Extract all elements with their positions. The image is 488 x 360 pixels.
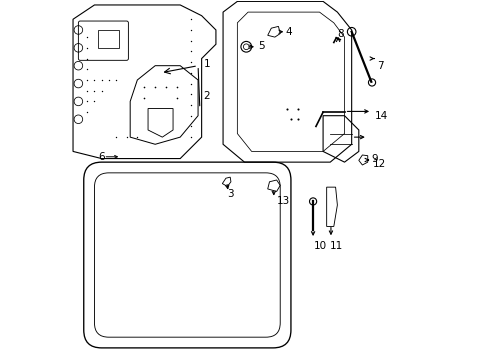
Text: 3: 3 (226, 189, 233, 199)
Text: 11: 11 (329, 241, 343, 251)
Text: 4: 4 (285, 27, 292, 37)
Text: 14: 14 (374, 111, 387, 121)
Text: 5: 5 (258, 41, 264, 51)
Text: 13: 13 (276, 197, 289, 206)
Text: 6: 6 (98, 152, 105, 162)
Text: 12: 12 (372, 159, 386, 169)
Text: 10: 10 (313, 241, 326, 251)
Text: 8: 8 (337, 29, 344, 39)
Text: 7: 7 (376, 61, 383, 71)
Text: 2: 2 (203, 91, 210, 101)
Text: 9: 9 (371, 154, 377, 163)
Text: 1: 1 (203, 59, 210, 69)
